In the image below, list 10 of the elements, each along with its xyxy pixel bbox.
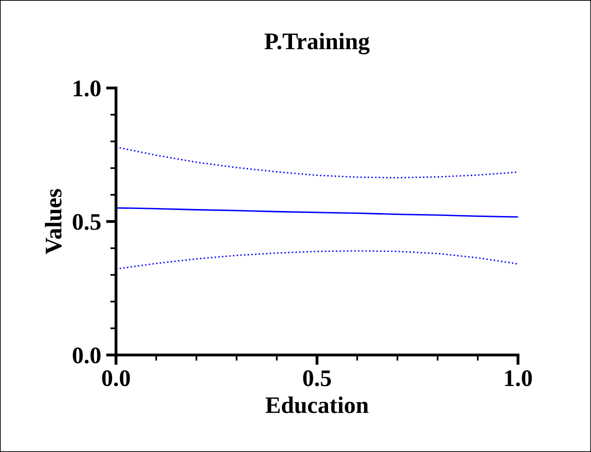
chart-title: P.Training [264, 32, 370, 54]
y-tick-label: 0.5 [72, 214, 101, 230]
y-tick-label: 1.0 [74, 80, 101, 97]
x-tick-label: 0.5 [303, 370, 331, 386]
line-series [116, 207, 518, 218]
x-axis-title: Education [266, 396, 368, 414]
x-tick-label: 0.0 [102, 370, 130, 386]
x-tick-label: 1.0 [505, 370, 532, 386]
y-axis-title: Values [44, 189, 62, 254]
y-tick-label: 0.0 [72, 347, 101, 364]
